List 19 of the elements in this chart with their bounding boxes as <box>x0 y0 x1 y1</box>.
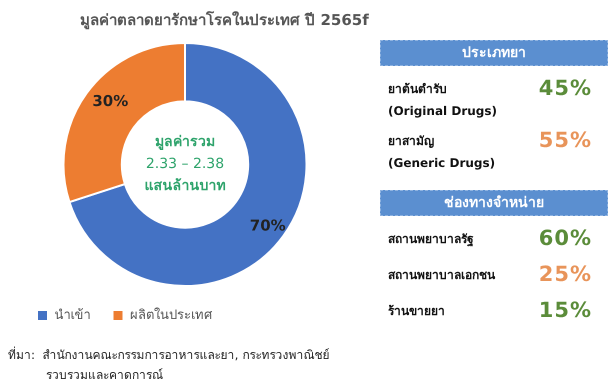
legend-label: ผลิตในประเทศ <box>130 306 213 323</box>
category-label: ยาต้นตำรับ (Original Drugs) <box>388 81 497 120</box>
text: ที่มา: สำนักงานคณะกรรมการอาหารและยา, กระทรวงพาณิชย์ รวบรวมและคาดการณ์ <box>8 346 330 384</box>
data-label: 55% <box>538 128 592 152</box>
data-label: 60% <box>538 226 592 250</box>
text: ประเภทยา <box>380 40 608 66</box>
data-label: 70% <box>250 216 286 235</box>
data-label: 30% <box>92 92 128 110</box>
category-label: สถานพยาบาลเอกชน <box>388 267 495 284</box>
data-label: 45% <box>538 76 592 100</box>
data-label: 25% <box>538 262 592 286</box>
category-label: ยาสามัญ (Generic Drugs) <box>388 133 496 172</box>
chart-title: มูลค่าตลาดยารักษาโรคในประเทศ ปี 2565f <box>80 10 369 32</box>
text: ช่องทางจำหน่าย <box>380 190 608 216</box>
data-label: 15% <box>538 298 592 322</box>
category-label: ร้านขายยา <box>388 303 445 320</box>
text: มูลค่ารวม 2.33 – 2.38 แสนล้านบาท <box>144 134 226 194</box>
legend-label: นำเข้า <box>54 308 90 323</box>
category-label: สถานพยาบาลรัฐ <box>388 231 474 248</box>
